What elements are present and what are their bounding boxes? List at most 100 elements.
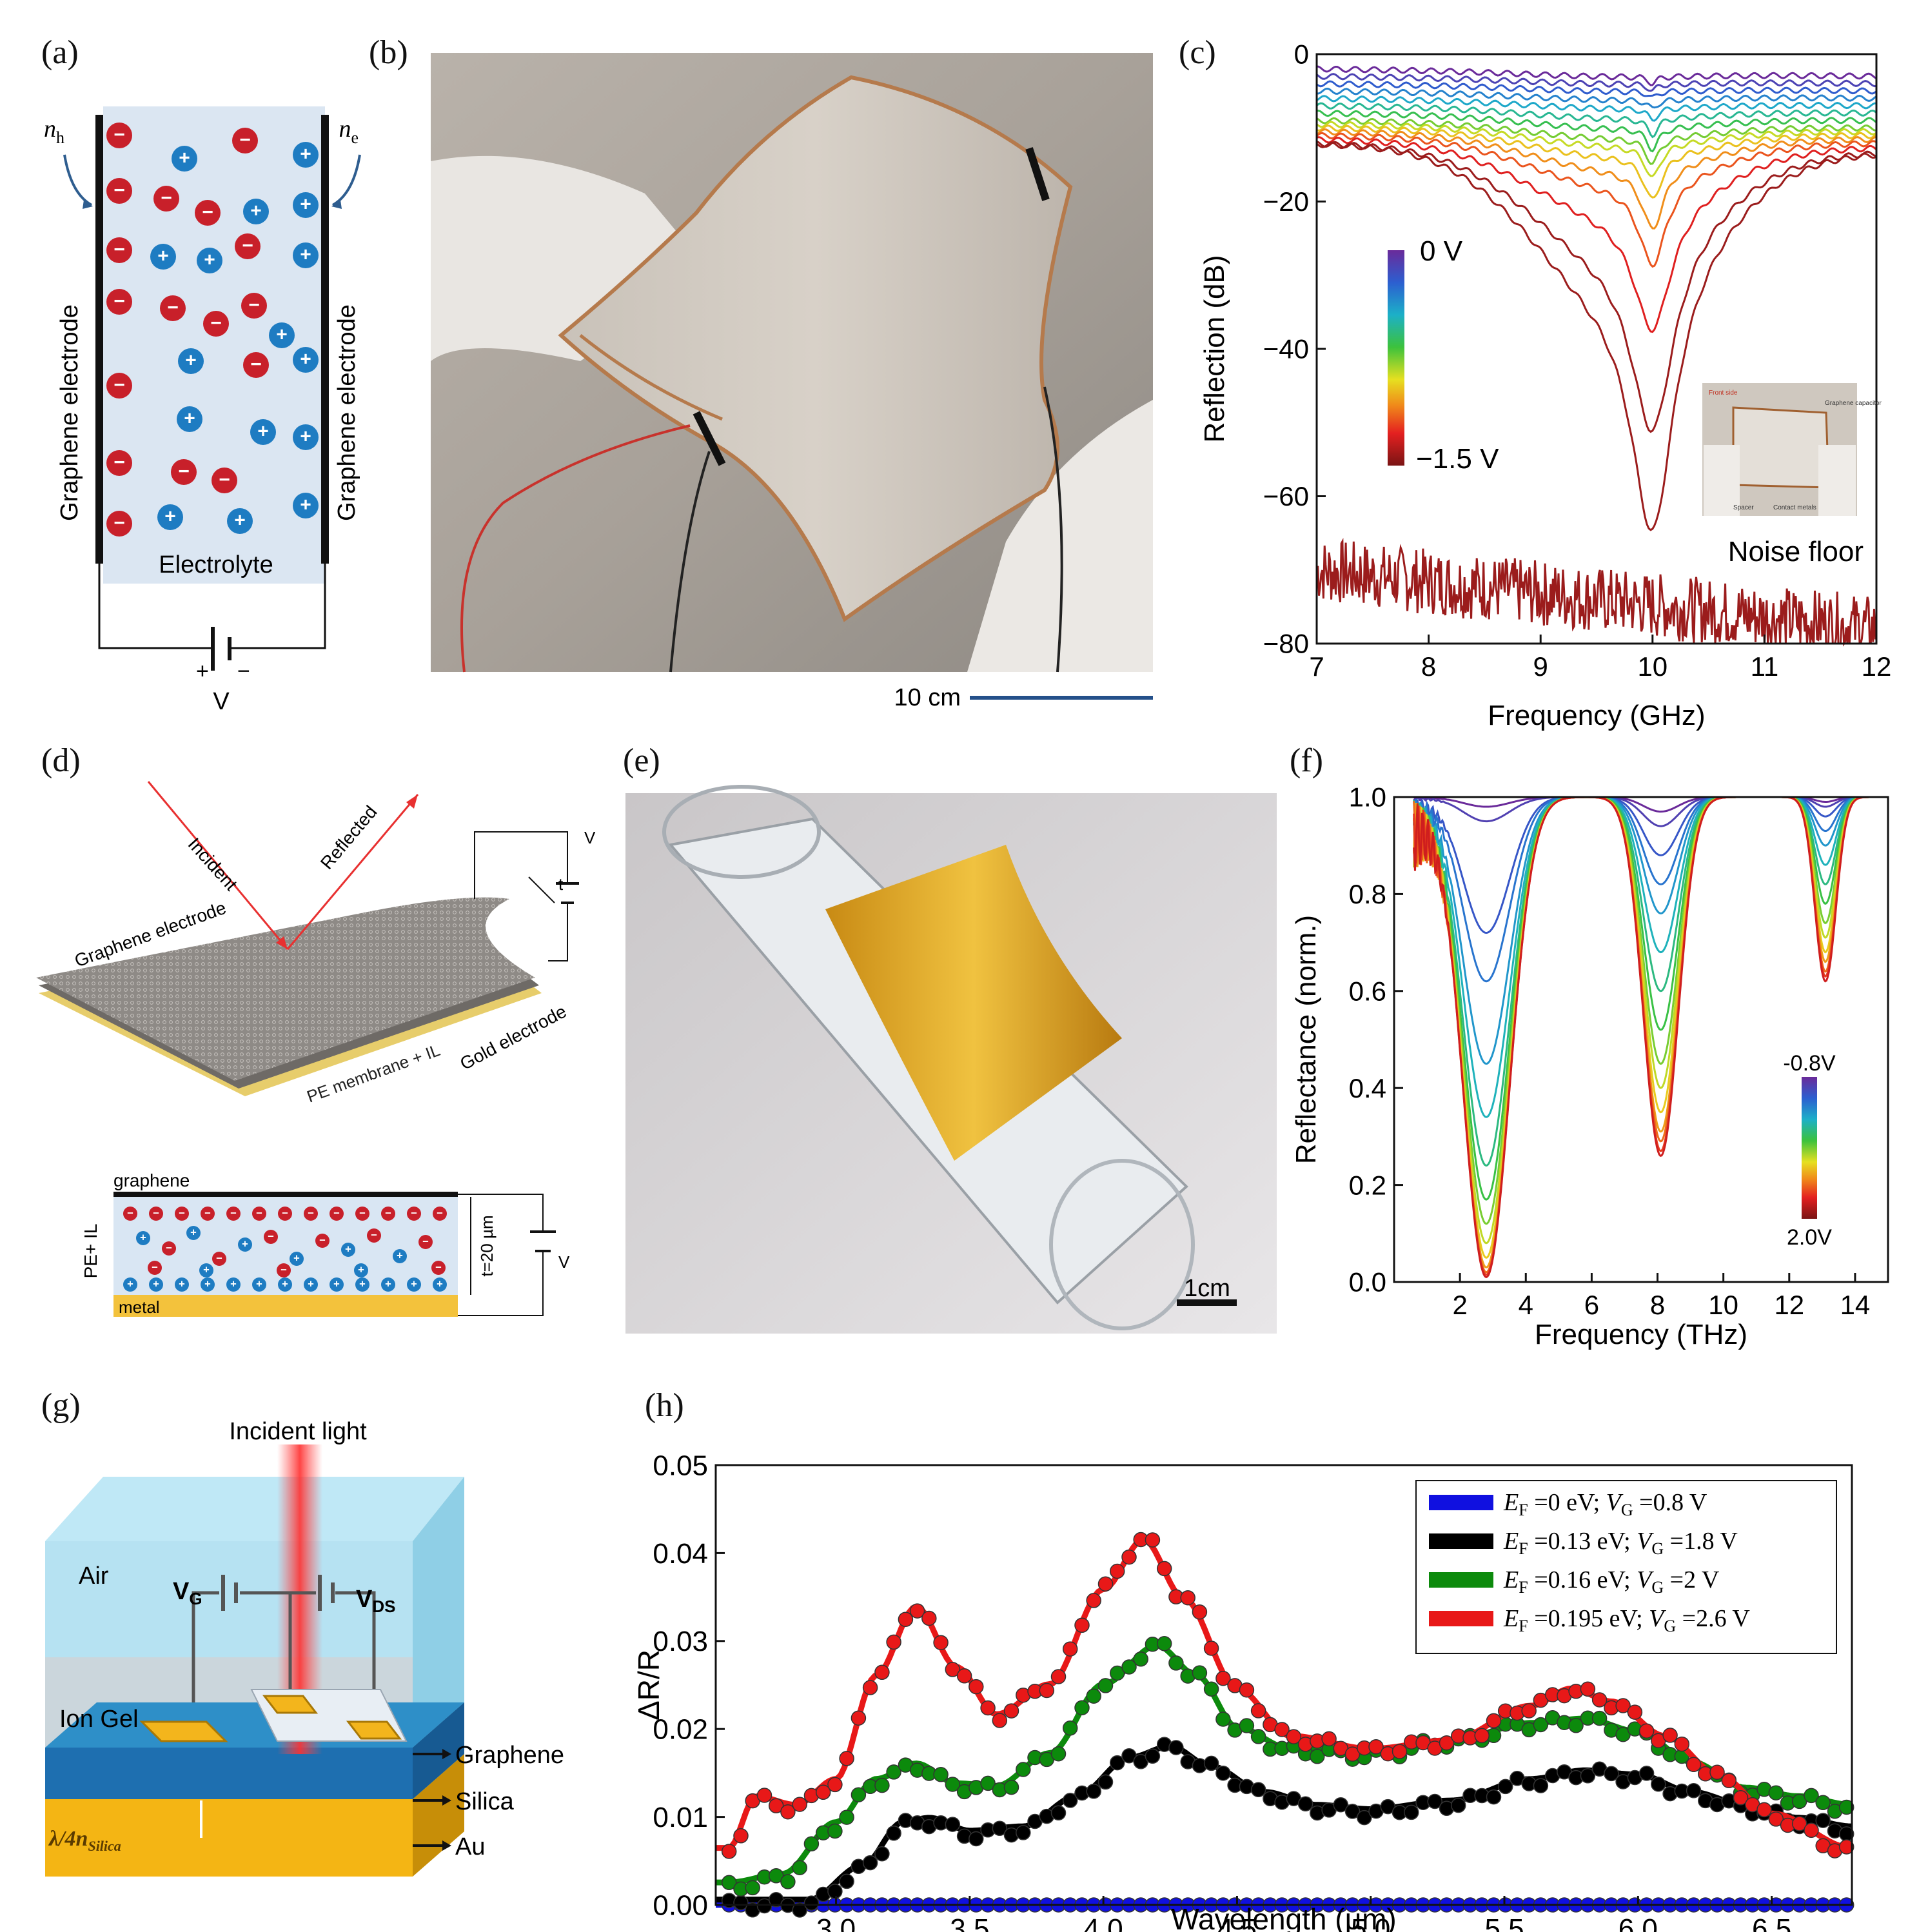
cross-voltage-label: V [558,1252,570,1272]
cation-sign: + [242,1239,248,1250]
h-x-tick-label: 3.0 [816,1913,856,1932]
data-point [1156,1636,1172,1651]
anion: − [304,1207,318,1221]
data-point [1838,1839,1854,1855]
data-point [992,1713,1008,1728]
cation-sign: + [157,245,169,266]
anion-sign: − [113,239,125,260]
data-point [1192,1665,1208,1681]
anion-disc [162,1241,176,1256]
noise-floor-line [1315,538,1878,647]
cation: + [227,508,253,534]
thickness-marker [528,876,555,903]
data-point [827,1777,843,1793]
colorbar-c-bottom: −1.5 V [1416,443,1499,475]
c-x-tick-label: 10 [1637,651,1667,682]
h-y-tick-label: 0.04 [653,1538,708,1570]
data-point [827,1884,843,1899]
data-point [874,1846,890,1862]
cation-sign: + [300,244,311,265]
air-top [45,1477,464,1541]
cation-disc [175,1277,189,1292]
panel-label-e: (e) [623,742,660,779]
quarter-wave-label: λ/4nSilica [48,1827,121,1854]
incident-ray [147,781,289,950]
anion-disc [106,289,132,315]
c-x-tick-label: 12 [1862,651,1892,682]
h-x-tick-label: 6.5 [1752,1913,1791,1932]
data-point [851,1710,867,1726]
data-point [933,1767,949,1782]
anion-sign: − [411,1208,417,1219]
data-point [839,1873,854,1889]
nh-arrow [63,154,93,206]
data-point [1804,1788,1819,1804]
f-x-tick-label: 6 [1584,1290,1599,1320]
cation-disc [177,406,202,432]
plot-frame-h [714,1464,1853,1906]
reflection-series [1316,102,1877,139]
d-circuit [474,831,568,961]
h-x-tick-label: 5.0 [1351,1913,1390,1932]
x-axis-label-c: Frequency (GHz) [1488,700,1705,731]
battery-plus: + [196,659,209,684]
h-y-tick-label: 0.00 [653,1889,708,1921]
data-point [1274,1722,1290,1737]
anion-sign: − [113,374,125,395]
cation: + [197,248,222,273]
cation-sign: + [153,1279,159,1290]
cation-sign: + [179,147,190,168]
anion-disc [235,233,261,259]
cation: + [177,406,202,432]
cation-disc [201,1277,215,1292]
anion-disc [148,1261,162,1275]
f-y-tick-label: 0.4 [1349,1073,1386,1103]
panel-label-d: (d) [41,742,81,779]
c-y-tick-label: −40 [1263,334,1309,364]
reflected-ray [286,794,419,950]
cation: + [243,199,269,224]
inset-label-spacer: Spacer [1733,504,1754,511]
silica-pointer-head [442,1795,451,1806]
anion: − [149,1207,163,1221]
data-point [1145,1532,1161,1548]
data-point [898,1612,914,1627]
anion-disc [381,1207,395,1221]
c-x-tick-label: 9 [1533,651,1548,682]
cation-sign: + [234,509,246,531]
cation-disc [354,1263,368,1277]
cation: + [293,493,319,518]
anion-disc [212,1252,226,1266]
cation: + [354,1263,368,1277]
anion-disc [201,1207,215,1221]
reflectance-curves [1413,796,1888,1279]
data-point [745,1880,760,1896]
cation: + [293,424,319,450]
legend-swatch [1429,1572,1493,1588]
data-point [1156,1561,1172,1577]
data-point [1097,1774,1114,1790]
inset-hand-right [1818,445,1856,516]
cation-disc [150,244,176,270]
anion-sign: − [308,1208,314,1219]
inset-hand-left [1704,445,1740,516]
data-point [945,1817,961,1832]
electrolyte-label: Electrolyte [159,551,273,578]
data-point [1215,1765,1231,1781]
anion: − [123,1207,137,1221]
reflectance-series [1413,796,1888,1279]
data-point [909,1603,925,1619]
cation: + [290,1252,304,1266]
anion-sign: − [179,1208,185,1219]
cation-disc [293,493,319,518]
cation-disc [293,192,319,218]
data-point [1674,1736,1690,1752]
anion-disc [330,1207,344,1221]
data-point [1404,1804,1419,1820]
left-electrode-bar [95,115,103,564]
c-y-tick-label: −60 [1263,481,1309,511]
c-x-tick-label: 11 [1751,651,1779,682]
data-point [1250,1703,1266,1719]
colorbar-c-top: 0 V [1420,235,1463,267]
data-point [1086,1688,1101,1704]
